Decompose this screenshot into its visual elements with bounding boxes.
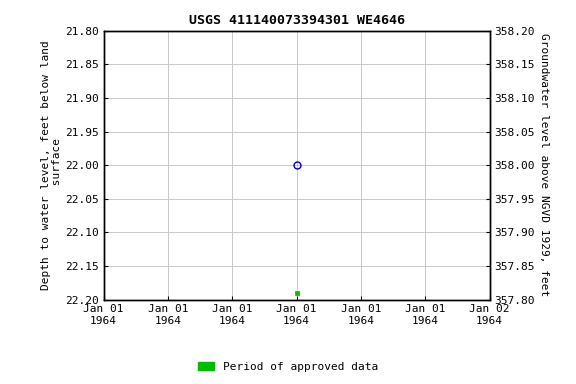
- Legend: Period of approved data: Period of approved data: [193, 358, 383, 377]
- Y-axis label: Groundwater level above NGVD 1929, feet: Groundwater level above NGVD 1929, feet: [539, 33, 549, 297]
- Title: USGS 411140073394301 WE4646: USGS 411140073394301 WE4646: [188, 14, 404, 27]
- Y-axis label: Depth to water level, feet below land
 surface: Depth to water level, feet below land su…: [41, 40, 62, 290]
